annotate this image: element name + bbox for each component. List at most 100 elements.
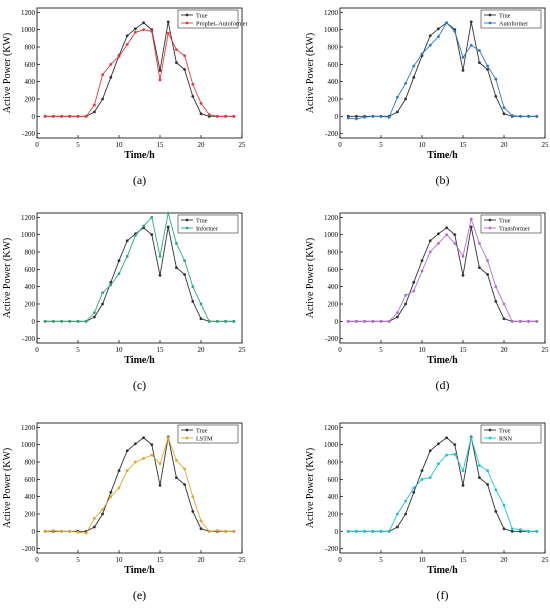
y-tick-label: -200 <box>325 545 338 553</box>
x-axis-label: Time/h <box>427 565 458 576</box>
legend-entry: True <box>196 427 208 434</box>
data-point <box>84 531 88 535</box>
data-point <box>469 217 473 221</box>
data-point <box>478 266 481 269</box>
y-tick-label: 1200 <box>324 424 339 432</box>
data-point <box>166 31 170 35</box>
y-tick-label: 0 <box>335 113 339 121</box>
data-point <box>428 476 432 479</box>
x-tick-label: 5 <box>76 556 80 564</box>
data-point <box>216 319 219 323</box>
x-tick-label: 15 <box>157 556 165 564</box>
data-point <box>527 319 530 323</box>
plot-frame <box>339 212 546 344</box>
data-point <box>404 293 407 297</box>
y-tick-label: 1000 <box>324 441 339 449</box>
data-point <box>224 319 228 323</box>
data-point <box>125 34 129 38</box>
y-axis-label: Active Power (KW) <box>2 448 13 529</box>
x-tick-label: 5 <box>76 346 80 354</box>
data-point <box>175 241 178 245</box>
data-point <box>199 101 203 105</box>
data-point <box>117 486 121 490</box>
data-point <box>412 486 416 490</box>
plot-frame <box>36 212 243 344</box>
data-point <box>175 476 178 479</box>
data-point <box>199 302 203 306</box>
y-tick-label: 1000 <box>21 231 36 239</box>
data-point <box>387 115 391 119</box>
x-axis-label: Time/h <box>427 355 458 366</box>
panel-label: (f) <box>437 588 449 602</box>
data-point <box>101 73 104 77</box>
data-point <box>428 250 432 254</box>
data-point <box>346 529 350 533</box>
data-point <box>355 319 358 323</box>
series-line <box>348 21 537 120</box>
data-point <box>428 34 432 38</box>
data-point <box>158 69 162 72</box>
legend-box <box>480 9 542 29</box>
data-point <box>125 239 129 243</box>
y-tick-label: 800 <box>25 44 36 52</box>
data-point <box>396 315 399 319</box>
data-point <box>109 62 113 66</box>
data-point <box>76 530 80 534</box>
y-tick-label: 0 <box>32 113 36 121</box>
data-point <box>412 490 416 494</box>
data-point <box>428 43 432 47</box>
y-tick-label: 400 <box>25 493 36 501</box>
data-point <box>371 529 375 533</box>
y-tick-label: 1000 <box>324 26 339 34</box>
data-point <box>175 458 178 462</box>
y-tick-label: 1200 <box>324 9 339 17</box>
data-point <box>93 315 96 319</box>
data-point <box>461 484 465 487</box>
data-point <box>469 436 473 440</box>
data-point <box>175 48 178 51</box>
data-point <box>150 30 154 33</box>
data-point <box>404 302 407 306</box>
series-line <box>348 21 537 117</box>
x-tick-label: 5 <box>379 346 383 354</box>
data-point <box>396 110 399 114</box>
data-point <box>191 300 195 303</box>
y-tick-label: 400 <box>328 493 339 501</box>
data-point <box>232 114 236 118</box>
data-point <box>412 289 416 293</box>
data-point <box>183 68 187 71</box>
y-tick-label: 0 <box>335 528 339 536</box>
data-point <box>519 114 522 118</box>
data-point <box>232 529 236 533</box>
data-point <box>469 225 473 229</box>
y-tick-label: 600 <box>328 476 339 484</box>
data-point <box>43 529 47 533</box>
data-point <box>101 291 104 295</box>
data-point <box>478 476 481 479</box>
y-tick-label: -200 <box>325 130 338 138</box>
legend-entry: True <box>196 12 208 19</box>
data-point <box>150 443 154 447</box>
data-point <box>437 241 440 245</box>
y-tick-label: 200 <box>328 511 339 519</box>
data-point <box>453 452 457 456</box>
data-point <box>478 49 481 52</box>
data-point <box>134 460 137 464</box>
series-line <box>45 226 234 322</box>
data-point <box>404 97 407 101</box>
data-point <box>486 273 489 276</box>
x-axis-label: Time/h <box>124 355 155 366</box>
data-point <box>191 82 195 86</box>
y-tick-label: 600 <box>25 266 36 274</box>
data-point <box>134 27 137 31</box>
panel-label: (b) <box>436 173 450 187</box>
data-point <box>117 469 121 473</box>
data-point <box>117 272 121 276</box>
y-tick-label: 800 <box>25 459 36 467</box>
y-tick-label: 400 <box>328 283 339 291</box>
data-point <box>420 477 424 481</box>
x-tick-label: 0 <box>35 141 39 149</box>
data-point <box>445 21 448 25</box>
data-point <box>519 319 522 323</box>
